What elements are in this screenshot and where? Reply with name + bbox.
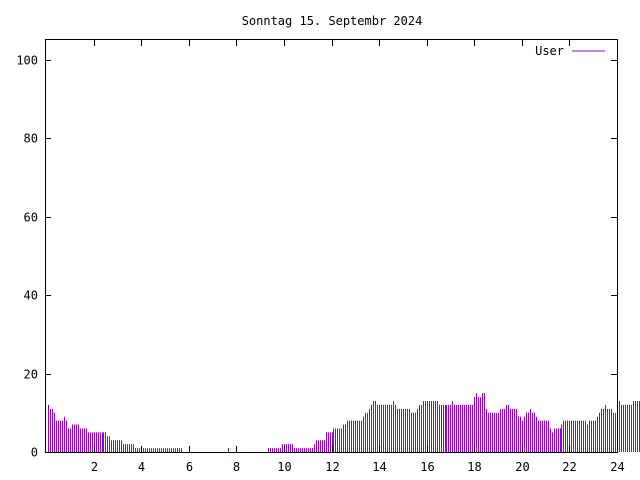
x-tick-label: 8: [233, 460, 240, 474]
y-tick-label: 60: [24, 211, 38, 225]
y-tick-label: 20: [24, 368, 38, 382]
y-tick-label: 80: [24, 132, 38, 146]
x-axis: 2 4 6 8 10 12 14 16 18 20 22 24: [91, 40, 625, 474]
x-tick-label: 18: [467, 460, 481, 474]
x-tick-label: 6: [186, 460, 193, 474]
x-tick-label: 24: [610, 460, 624, 474]
x-tick-label: 14: [372, 460, 386, 474]
y-tick-label: 40: [24, 289, 38, 303]
plot-frame: [45, 39, 618, 453]
legend: User: [535, 44, 605, 58]
y-axis: 0 20 40 60 80 100: [16, 54, 617, 460]
x-tick-label: 4: [138, 460, 145, 474]
x-tick-label: 12: [325, 460, 339, 474]
x-tick-label: 16: [420, 460, 434, 474]
x-tick-label: 20: [515, 460, 529, 474]
bar-series-user: [48, 393, 640, 452]
legend-label-user: User: [535, 44, 564, 58]
y-tick-label: 0: [31, 446, 38, 460]
x-tick-label: 10: [277, 460, 291, 474]
x-tick-label: 2: [91, 460, 98, 474]
x-tick-label: 22: [562, 460, 576, 474]
y-tick-label: 100: [16, 54, 38, 68]
chart-title: Sonntag 15. Septembr 2024: [242, 14, 423, 28]
